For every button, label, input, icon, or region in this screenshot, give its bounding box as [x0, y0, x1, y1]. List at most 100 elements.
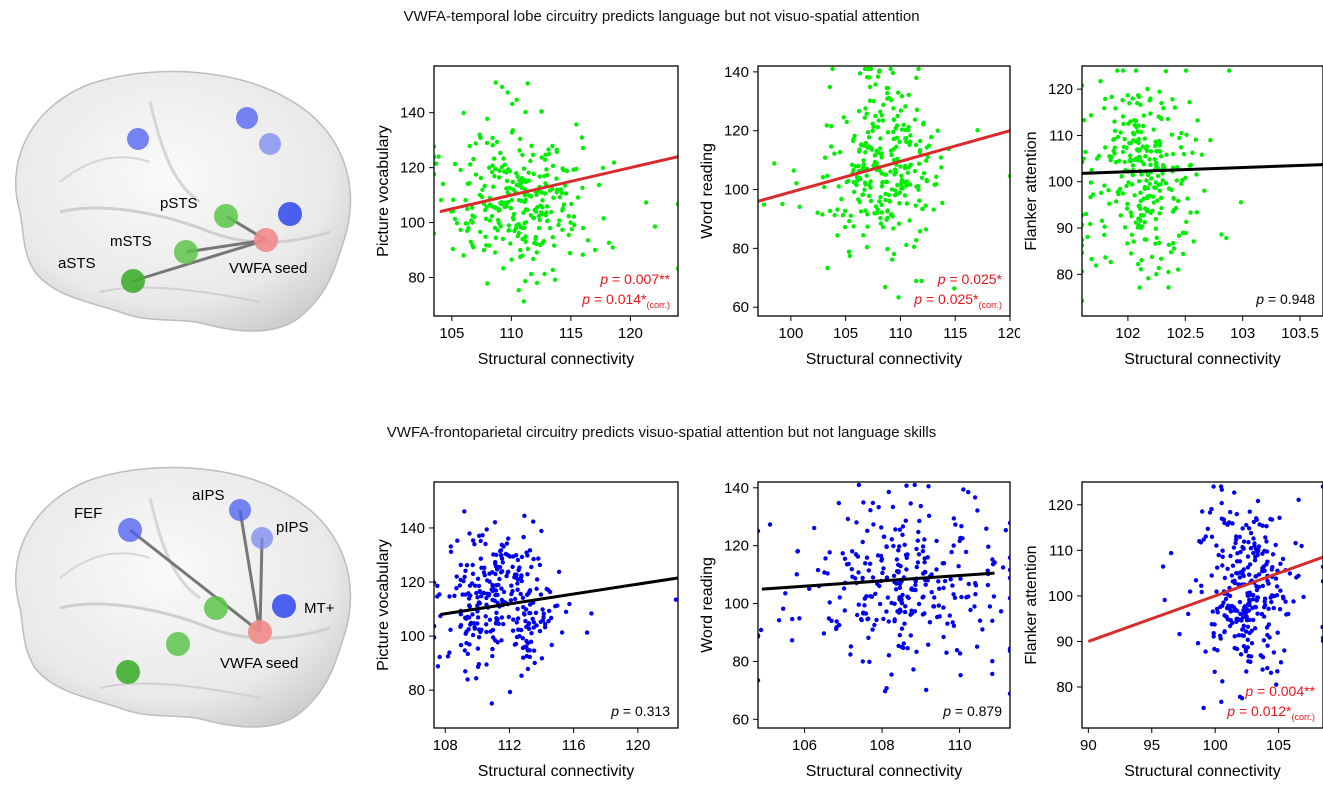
data-point — [1245, 554, 1251, 559]
data-point — [891, 226, 896, 231]
data-point — [852, 133, 857, 139]
data-point — [835, 233, 840, 238]
data-point — [477, 533, 482, 538]
data-point — [437, 654, 442, 660]
data-point — [825, 265, 830, 271]
data-point — [466, 225, 471, 231]
data-point — [904, 201, 910, 206]
data-point — [540, 198, 545, 203]
data-point — [984, 526, 989, 531]
data-point — [1135, 129, 1140, 134]
data-point — [950, 583, 955, 588]
data-point — [891, 136, 896, 142]
data-point — [531, 648, 537, 653]
data-point — [856, 482, 862, 488]
data-point — [1186, 611, 1191, 617]
data-point — [990, 557, 995, 562]
data-point — [566, 232, 571, 238]
data-point — [526, 178, 531, 183]
data-point — [880, 224, 886, 230]
data-point — [985, 568, 990, 573]
data-point — [556, 569, 562, 574]
data-point — [1157, 240, 1162, 245]
data-point — [483, 234, 488, 239]
data-point — [1194, 210, 1199, 215]
data-point — [492, 520, 498, 525]
data-point — [1224, 235, 1229, 241]
data-point — [512, 596, 518, 602]
data-point — [534, 192, 539, 197]
data-point — [1151, 200, 1156, 205]
data-point — [911, 667, 916, 672]
data-point — [510, 101, 515, 107]
data-point — [1187, 589, 1193, 594]
data-point — [465, 677, 470, 682]
data-point — [498, 548, 504, 553]
data-point — [916, 601, 922, 607]
data-point — [475, 595, 480, 600]
data-point — [499, 556, 505, 561]
data-point — [504, 186, 509, 191]
data-point — [435, 583, 440, 588]
data-point — [540, 607, 545, 612]
data-points — [1082, 68, 1244, 303]
roi-psts-node — [214, 204, 238, 228]
data-point — [901, 641, 906, 646]
data-point — [535, 205, 540, 210]
data-point — [905, 646, 910, 651]
data-point — [489, 169, 495, 175]
data-point — [827, 600, 832, 605]
data-point — [877, 68, 882, 73]
y-tick-label: 120 — [724, 538, 749, 555]
data-point — [492, 174, 497, 179]
brain-temporal-diagram: pSTS mSTS aSTS VWFA seed — [15, 70, 352, 332]
y-tick-label: 90 — [1056, 220, 1073, 237]
data-point — [1273, 542, 1278, 548]
data-point — [1252, 558, 1258, 563]
data-point — [917, 161, 922, 166]
data-point — [514, 182, 519, 188]
data-point — [1251, 617, 1256, 623]
data-point — [1184, 132, 1189, 137]
data-point — [507, 689, 513, 695]
data-point — [767, 522, 773, 527]
data-point — [1270, 565, 1275, 570]
data-point — [1119, 174, 1124, 179]
data-point — [892, 601, 897, 606]
data-point — [521, 611, 527, 616]
data-point — [899, 626, 905, 631]
data-point — [780, 201, 785, 207]
brain-outline — [15, 466, 352, 728]
data-point — [541, 615, 546, 620]
data-point — [936, 603, 941, 608]
data-point — [963, 549, 969, 555]
data-point — [1122, 136, 1127, 142]
data-point — [464, 563, 470, 568]
data-point — [829, 144, 834, 149]
data-point — [870, 627, 875, 632]
data-point — [1137, 285, 1142, 290]
data-point — [974, 644, 980, 649]
data-point — [539, 155, 544, 160]
roi-asts-node — [121, 269, 145, 293]
data-point — [493, 588, 499, 593]
data-point — [1212, 669, 1217, 674]
x-axis-label: Structural connectivity — [478, 763, 635, 780]
data-point — [914, 238, 919, 243]
data-point — [475, 621, 480, 626]
data-point — [912, 168, 918, 174]
data-point — [1130, 182, 1135, 187]
data-point — [1241, 611, 1246, 616]
data-point — [1118, 130, 1123, 135]
data-point — [1184, 219, 1189, 225]
data-point — [523, 178, 528, 183]
data-point — [1126, 121, 1131, 126]
data-point — [862, 115, 867, 120]
data-point — [1171, 241, 1176, 246]
data-point — [1219, 487, 1224, 492]
data-point — [481, 247, 487, 253]
data-point — [916, 552, 922, 557]
data-point — [563, 191, 569, 196]
data-point — [516, 230, 522, 236]
data-point — [1229, 573, 1235, 578]
